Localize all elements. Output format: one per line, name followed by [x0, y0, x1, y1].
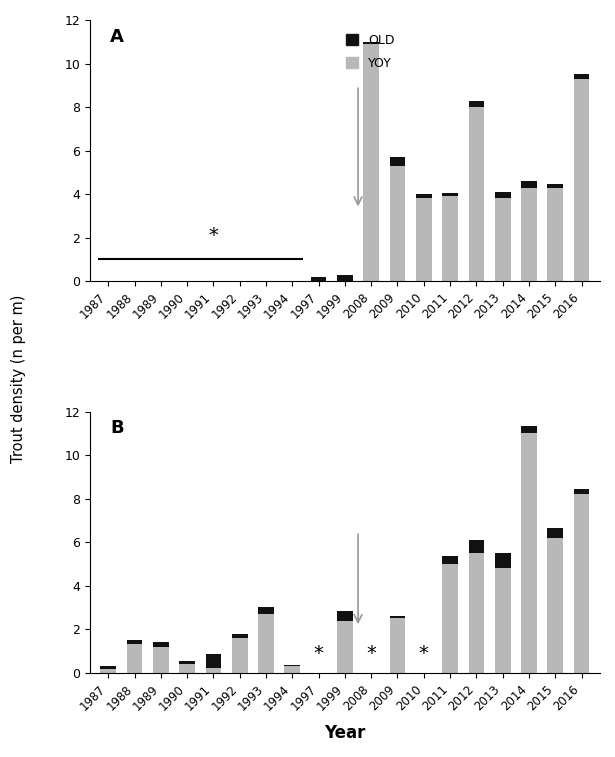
- Bar: [284, 666, 300, 673]
- Bar: [416, 194, 432, 198]
- Bar: [232, 638, 248, 673]
- Bar: [258, 607, 274, 614]
- Bar: [205, 654, 221, 668]
- Bar: [153, 642, 169, 646]
- Legend: OLD, YOY: OLD, YOY: [341, 29, 400, 75]
- Bar: [311, 277, 327, 281]
- Bar: [495, 553, 510, 569]
- Bar: [127, 644, 143, 673]
- Bar: [390, 616, 405, 618]
- Bar: [574, 489, 590, 494]
- Bar: [469, 101, 484, 107]
- Bar: [442, 196, 458, 281]
- Bar: [127, 640, 143, 644]
- Text: *: *: [419, 643, 429, 662]
- Bar: [179, 661, 195, 664]
- Bar: [521, 188, 537, 281]
- Text: B: B: [110, 419, 124, 438]
- Bar: [521, 434, 537, 673]
- Text: *: *: [208, 226, 218, 245]
- Bar: [153, 646, 169, 673]
- Bar: [337, 621, 353, 673]
- Bar: [179, 664, 195, 673]
- Text: Trout density (n per m): Trout density (n per m): [11, 294, 26, 463]
- Text: A: A: [110, 28, 124, 46]
- Bar: [574, 494, 590, 673]
- Bar: [547, 538, 563, 673]
- Bar: [574, 74, 590, 79]
- Bar: [442, 193, 458, 196]
- Text: *: *: [314, 643, 323, 662]
- Bar: [416, 198, 432, 281]
- Bar: [521, 425, 537, 434]
- Bar: [495, 198, 510, 281]
- Bar: [390, 157, 405, 166]
- Bar: [337, 611, 353, 621]
- Bar: [495, 192, 510, 198]
- Text: *: *: [367, 643, 376, 662]
- Bar: [442, 556, 458, 564]
- Bar: [205, 668, 221, 673]
- Bar: [495, 569, 510, 673]
- Bar: [232, 634, 248, 638]
- Bar: [284, 665, 300, 666]
- Bar: [363, 44, 379, 281]
- Bar: [258, 614, 274, 673]
- Bar: [469, 107, 484, 281]
- Bar: [547, 188, 563, 281]
- Bar: [547, 528, 563, 538]
- Bar: [521, 181, 537, 188]
- Bar: [390, 618, 405, 673]
- Bar: [337, 275, 353, 281]
- Bar: [469, 540, 484, 553]
- Bar: [100, 669, 116, 673]
- Bar: [574, 79, 590, 281]
- Bar: [547, 184, 563, 188]
- X-axis label: Year: Year: [324, 724, 365, 742]
- Bar: [363, 42, 379, 44]
- Bar: [469, 553, 484, 673]
- Bar: [390, 166, 405, 281]
- Bar: [100, 666, 116, 669]
- Bar: [442, 564, 458, 673]
